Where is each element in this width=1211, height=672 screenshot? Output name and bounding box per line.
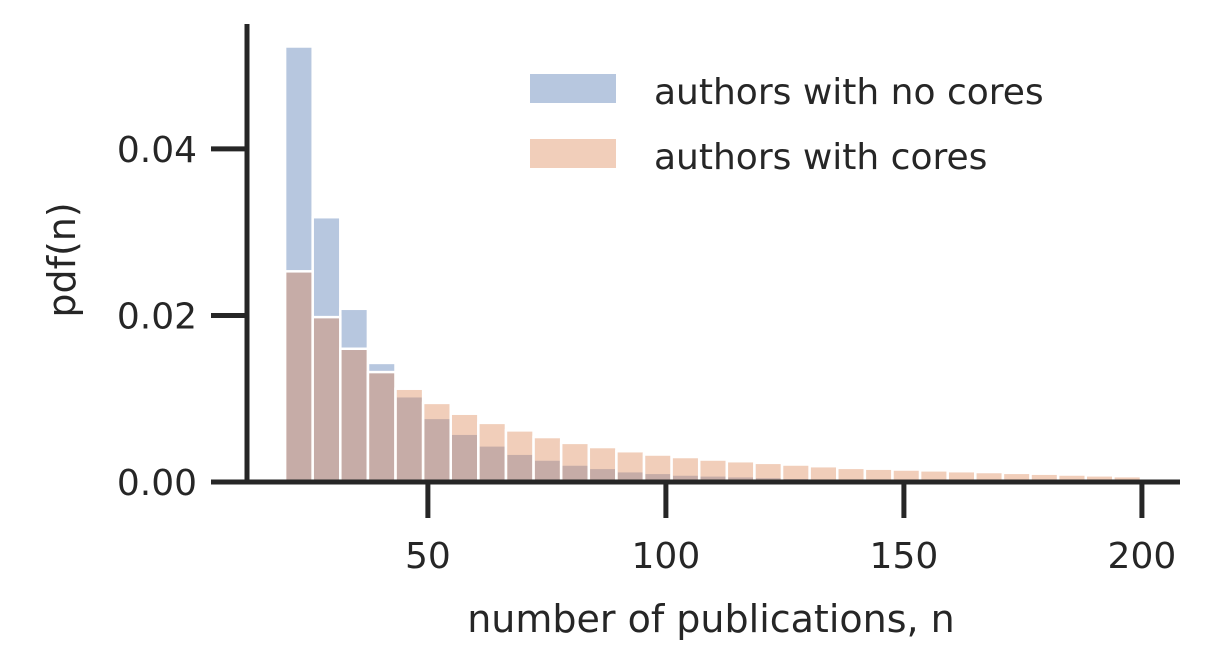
series-no-cores-bars (283, 45, 1143, 484)
bar-cores-9 (532, 435, 563, 484)
bar-cores-3 (366, 370, 397, 484)
bar-cores-0 (283, 270, 314, 484)
y-tick-label-0: 0.00 (117, 463, 197, 504)
bar-cores-10 (559, 441, 591, 484)
legend-swatch-no-cores (530, 74, 616, 103)
y-tick-label-1: 0.02 (117, 296, 197, 337)
legend: authors with no cores authors with cores (530, 72, 1044, 178)
bar-cores-15 (697, 458, 729, 484)
x-tick-label-0: 50 (405, 536, 451, 577)
bar-cores-1 (311, 315, 342, 484)
bar-cores-18 (780, 463, 811, 484)
x-tick-label-2: 150 (870, 536, 939, 577)
y-axis-ticks: 0.00 0.02 0.04 (117, 130, 247, 504)
bar-cores-6 (449, 412, 480, 484)
bar-cores-8 (504, 429, 535, 484)
legend-label-no-cores: authors with no cores (654, 72, 1044, 113)
legend-swatch-cores (530, 139, 616, 168)
x-axis-ticks: 50 100 150 200 (405, 482, 1176, 577)
bar-cores-16 (725, 459, 756, 484)
bar-cores-5 (421, 401, 452, 484)
bar-cores-12 (615, 449, 646, 484)
legend-label-cores: authors with cores (654, 137, 987, 178)
series-cores-bars (283, 270, 1143, 484)
bar-cores-13 (642, 453, 673, 484)
x-tick-label-1: 100 (632, 536, 701, 577)
bar-cores-2 (339, 347, 370, 484)
y-tick-label-2: 0.04 (117, 130, 197, 171)
x-tick-label-3: 200 (1108, 536, 1177, 577)
x-axis-label: number of publications, n (467, 597, 955, 641)
bar-cores-11 (587, 445, 618, 484)
bar-cores-4 (394, 387, 425, 484)
y-axis-label: pdf(n) (40, 202, 84, 317)
bar-cores-14 (670, 455, 701, 484)
bar-cores-17 (753, 461, 784, 484)
bar-cores-7 (477, 421, 508, 484)
